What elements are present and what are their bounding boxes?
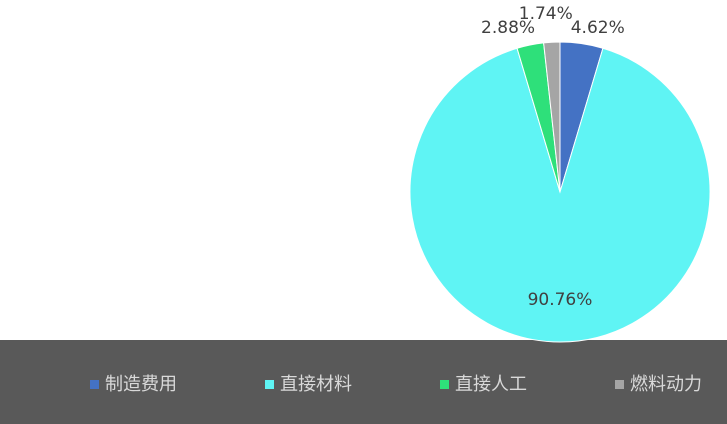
page: 4.62%90.76%2.88%1.74%制造费用直接材料直接人工燃料动力 ((… (0, 0, 727, 424)
legend-swatch (440, 380, 449, 389)
data-label: 1.74% (519, 4, 573, 24)
legend-label: 制造费用 (105, 374, 177, 395)
data-label: 90.76% (528, 290, 593, 310)
legend-label: 燃料动力 (630, 374, 702, 395)
legend-swatch (265, 380, 274, 389)
legend-label: 直接材料 (280, 374, 352, 395)
legend-swatch (615, 380, 624, 389)
data-label: 4.62% (571, 18, 625, 38)
legend-label: 直接人工 (455, 374, 527, 395)
legend-swatch (90, 380, 99, 389)
chart: 4.62%90.76%2.88%1.74%制造费用直接材料直接人工燃料动力 (0, 0, 727, 424)
